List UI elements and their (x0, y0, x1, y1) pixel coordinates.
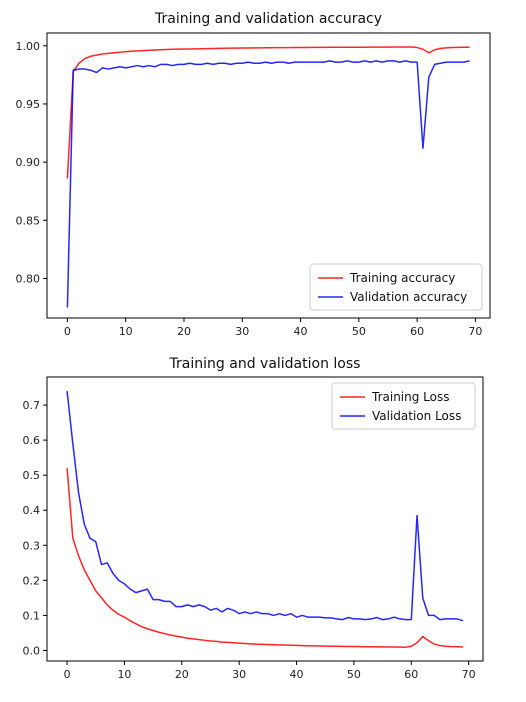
accuracy-y-tick-label: 1.00 (16, 40, 41, 53)
accuracy-x-tick-label: 70 (468, 325, 482, 338)
loss-plot-area (46, 376, 484, 662)
accuracy-plot-area (46, 32, 491, 319)
accuracy-y-tick-label: 0.95 (16, 98, 41, 111)
loss-chart: Training and validation loss 0 10 20 30 40 50… (23, 356, 484, 681)
accuracy-legend-label: Training accuracy (349, 271, 455, 285)
loss-series-lines (66, 390, 464, 648)
loss-axis-ticks: 0 10 20 30 40 50 60 70 0.0 0.1 0.2 0.3 0.4 0.5 0.6 0.7 (23, 399, 476, 681)
accuracy-legend-label: Validation accuracy (350, 290, 467, 304)
loss-chart-title: Training and validation loss (169, 356, 361, 372)
loss-x-tick-label: 10 (117, 668, 131, 681)
accuracy-axis-ticks: 0 10 20 30 40 50 60 70 0.80 0.85 0.90 0.95 1.00 (16, 40, 483, 338)
accuracy-x-tick-label: 40 (294, 325, 308, 338)
loss-x-tick-label: 30 (232, 668, 246, 681)
loss-x-tick-label: 60 (404, 668, 418, 681)
loss-y-tick-label: 0.2 (23, 574, 41, 587)
accuracy-y-tick-label: 0.85 (16, 214, 41, 227)
loss-x-tick-label: 0 (64, 668, 71, 681)
loss-y-tick-label: 0.1 (23, 609, 41, 622)
loss-y-tick-label: 0.3 (23, 539, 41, 552)
loss-series-line-training (66, 468, 463, 648)
accuracy-x-tick-label: 0 (64, 325, 71, 338)
accuracy-x-tick-label: 20 (177, 325, 191, 338)
loss-y-tick-label: 0.4 (23, 504, 41, 517)
loss-x-tick-label: 20 (175, 668, 189, 681)
loss-y-tick-label: 0.0 (23, 644, 41, 657)
loss-legend-label: Validation Loss (372, 409, 461, 423)
loss-series-line-validation (66, 390, 464, 622)
accuracy-y-tick-label: 0.90 (16, 156, 41, 169)
accuracy-chart-title: Training and validation accuracy (154, 11, 382, 27)
accuracy-series-line-validation (66, 60, 470, 308)
loss-x-tick-label: 70 (462, 668, 476, 681)
loss-x-tick-label: 40 (290, 668, 304, 681)
accuracy-legend-box (309, 263, 483, 311)
loss-legend: Training Loss Validation Loss (331, 382, 476, 430)
accuracy-series-line-training (66, 46, 470, 179)
loss-y-tick-label: 0.7 (23, 399, 41, 412)
accuracy-x-tick-label: 30 (235, 325, 249, 338)
loss-y-tick-label: 0.5 (23, 469, 41, 482)
accuracy-x-tick-label: 60 (410, 325, 424, 338)
accuracy-x-tick-label: 10 (119, 325, 133, 338)
accuracy-chart: Training and validation accuracy 0 10 20 30… (16, 11, 491, 338)
loss-y-tick-label: 0.6 (23, 434, 41, 447)
accuracy-legend: Training accuracy Validation accuracy (309, 263, 483, 311)
accuracy-series-lines (66, 46, 470, 308)
loss-x-tick-label: 50 (347, 668, 361, 681)
loss-legend-label: Training Loss (371, 390, 449, 404)
accuracy-x-tick-label: 50 (352, 325, 366, 338)
accuracy-y-tick-label: 0.80 (16, 272, 41, 285)
loss-legend-box (331, 382, 476, 430)
